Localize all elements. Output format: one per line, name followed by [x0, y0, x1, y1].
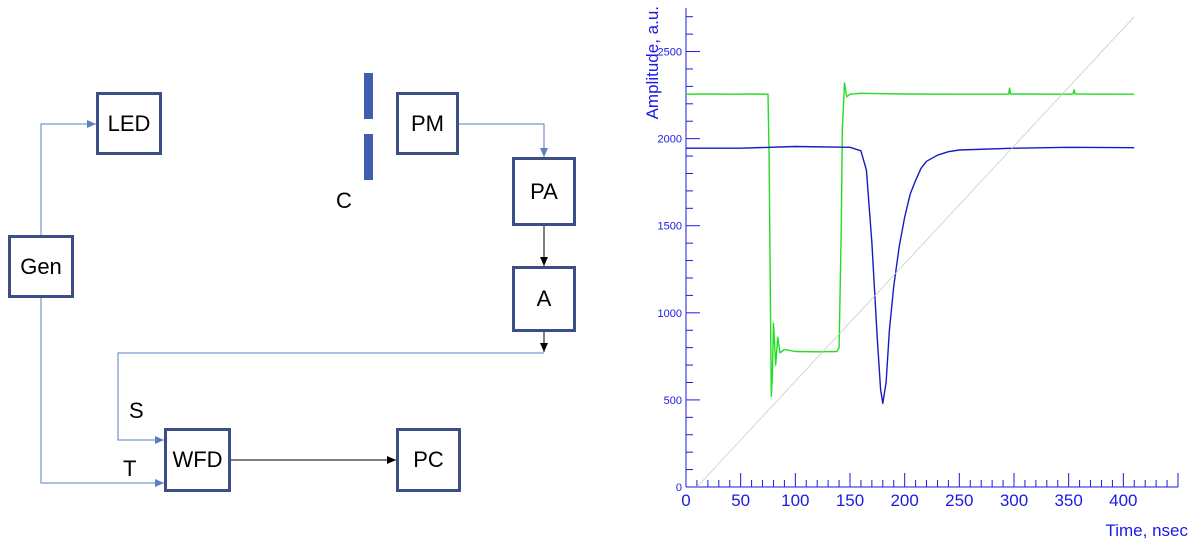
pc-label: PC: [413, 447, 444, 472]
collimator-top-bar: [364, 73, 373, 119]
waveform-series-1: [686, 145, 1135, 405]
led-block: LED: [96, 92, 162, 155]
led-label: LED: [107, 110, 151, 136]
y-tick-label: 2000: [658, 134, 682, 146]
y-tick-label: 0: [676, 482, 682, 494]
signal-input-label: S: [129, 398, 144, 423]
wfd-block: WFD: [164, 428, 231, 492]
x-tick-label: 50: [731, 491, 750, 510]
wire-signal-to-wfd: [117, 352, 544, 444]
y-tick-label: 2500: [658, 47, 682, 59]
collimator-label: C: [336, 188, 352, 213]
pc-block: PC: [396, 428, 461, 492]
plot-tick-labels: 0 50 100 150 200 250 300 350 400 0 500 1000 1500 2000…: [658, 47, 1138, 510]
x-tick-label: 100: [781, 491, 809, 510]
block-diagram-wiring: [40, 73, 548, 487]
waveform-series-2: [696, 16, 1135, 488]
gen-label: Gen: [20, 253, 62, 279]
x-tick-label: 350: [1054, 491, 1082, 510]
x-tick-label: 300: [1000, 491, 1028, 510]
pm-label: PM: [411, 110, 444, 136]
plot-series: [685, 16, 1135, 488]
trigger-input-label: T: [123, 456, 137, 481]
collimator-bottom-bar: [364, 134, 373, 180]
x-tick-label: 400: [1109, 491, 1137, 510]
y-tick-label: 1500: [658, 221, 682, 233]
wire-pm-to-pa: [459, 123, 548, 157]
a-label: A: [536, 286, 552, 311]
pa-label: PA: [530, 178, 558, 204]
y-tick-label: 500: [664, 395, 682, 407]
a-block: A: [512, 266, 576, 332]
gen-block: Gen: [8, 235, 74, 298]
pa-block: PA: [512, 157, 576, 226]
pm-block: PM: [396, 92, 459, 155]
wire-gen-to-wfd-trigger: [40, 298, 164, 487]
y-tick-label: 1000: [658, 308, 682, 320]
x-tick-label: 250: [945, 491, 973, 510]
x-tick-label: 150: [836, 491, 864, 510]
x-tick-label: 200: [890, 491, 918, 510]
wfd-label: WFD: [172, 447, 223, 472]
wire-gen-to-led: [40, 120, 96, 235]
x-axis-label: Time, nsec: [1105, 521, 1188, 540]
waveform-series-0: [685, 82, 1135, 398]
plot-axes: [685, 8, 1179, 488]
y-axis-label: Amplitude, a.u.: [643, 6, 662, 119]
x-tick-label: 0: [681, 491, 690, 510]
